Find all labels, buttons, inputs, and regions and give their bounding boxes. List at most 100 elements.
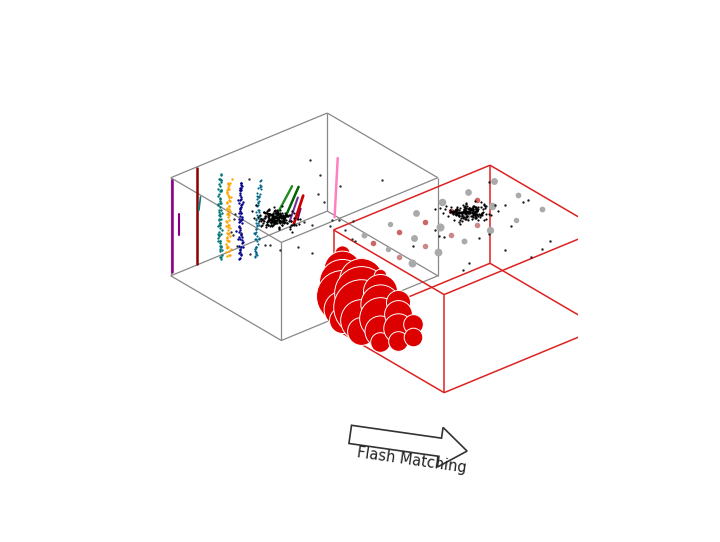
Point <box>292 242 304 251</box>
Point <box>212 200 224 209</box>
Point <box>253 180 265 189</box>
Point <box>374 338 386 347</box>
Point <box>215 176 227 184</box>
Point <box>214 239 225 248</box>
Point <box>287 207 298 216</box>
Point <box>263 216 274 224</box>
Point <box>234 247 246 256</box>
Point <box>253 219 264 228</box>
Point <box>445 207 456 215</box>
Point <box>408 333 419 341</box>
Point <box>256 182 267 190</box>
Point <box>470 210 482 218</box>
Point <box>233 234 244 243</box>
Point <box>252 198 264 207</box>
Point <box>235 228 247 237</box>
Point <box>281 218 292 227</box>
Point <box>456 209 468 217</box>
Point <box>252 213 264 222</box>
Point <box>471 206 482 215</box>
Point <box>278 213 289 222</box>
Point <box>280 211 292 220</box>
Point <box>253 193 264 202</box>
Point <box>408 319 419 328</box>
Point <box>272 209 284 218</box>
Point <box>477 210 488 219</box>
Point <box>374 287 386 296</box>
Point <box>536 244 547 253</box>
Point <box>374 300 386 308</box>
Point <box>222 242 234 251</box>
Point <box>337 292 348 300</box>
Point <box>234 246 246 254</box>
Point <box>215 195 226 203</box>
Point <box>234 186 246 195</box>
Point <box>222 223 234 231</box>
Point <box>451 209 463 217</box>
Point <box>262 215 274 224</box>
Point <box>489 177 500 185</box>
Point <box>461 211 472 220</box>
Point <box>448 216 459 224</box>
Point <box>225 244 237 253</box>
Point <box>264 212 275 221</box>
Point <box>213 206 225 215</box>
Point <box>279 212 290 221</box>
Point <box>451 203 463 212</box>
Point <box>214 231 225 240</box>
Point <box>256 221 268 229</box>
Point <box>476 198 487 207</box>
Point <box>251 194 263 203</box>
Point <box>440 202 451 211</box>
Point <box>258 217 269 225</box>
Point <box>269 212 281 221</box>
Point <box>269 203 280 211</box>
Point <box>253 235 264 243</box>
Point <box>253 211 265 220</box>
Point <box>457 265 469 274</box>
Point <box>469 203 480 211</box>
Point <box>252 191 264 200</box>
Point <box>480 210 492 218</box>
Point <box>469 207 481 216</box>
Point <box>273 208 284 217</box>
Point <box>287 221 298 230</box>
Point <box>469 210 480 219</box>
Point <box>214 180 225 189</box>
Point <box>459 202 471 211</box>
Point <box>250 243 261 251</box>
Point <box>462 216 474 224</box>
Point <box>337 278 348 287</box>
Point <box>270 217 282 225</box>
Point <box>223 193 235 202</box>
Point <box>253 208 265 217</box>
Point <box>356 327 367 335</box>
Point <box>237 219 248 228</box>
Point <box>251 225 262 234</box>
Point <box>235 230 247 239</box>
Point <box>465 212 477 221</box>
Point <box>456 211 468 220</box>
Point <box>271 213 282 222</box>
Point <box>408 234 420 242</box>
Point <box>222 230 233 238</box>
Point <box>274 219 285 228</box>
Point <box>451 210 462 218</box>
Point <box>248 213 260 222</box>
Point <box>267 214 279 222</box>
Point <box>261 223 272 231</box>
Point <box>464 258 475 267</box>
Point <box>463 207 474 215</box>
Point <box>517 197 528 206</box>
Point <box>220 222 232 231</box>
Point <box>485 226 496 235</box>
Point <box>463 209 474 217</box>
Point <box>458 214 469 222</box>
Point <box>269 207 280 216</box>
Point <box>459 237 470 246</box>
Point <box>251 210 263 219</box>
Point <box>451 210 462 218</box>
Point <box>235 212 246 221</box>
Point <box>337 304 348 313</box>
Point <box>249 235 261 244</box>
